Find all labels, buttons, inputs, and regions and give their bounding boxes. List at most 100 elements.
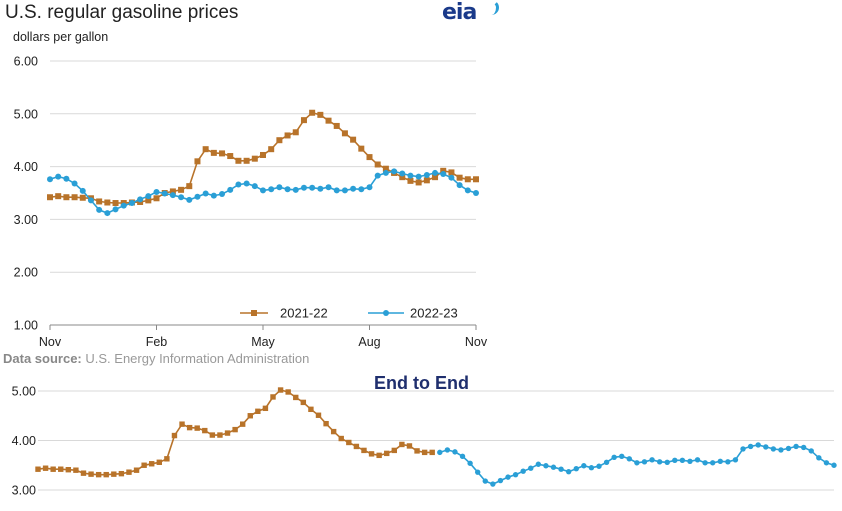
data-point bbox=[414, 448, 420, 454]
data-point bbox=[423, 172, 430, 179]
data-point bbox=[512, 471, 519, 478]
data-point bbox=[235, 157, 242, 164]
data-point bbox=[79, 194, 86, 201]
data-point bbox=[429, 449, 435, 456]
data-point bbox=[50, 466, 56, 472]
bottom-chart-series bbox=[35, 387, 837, 487]
data-point bbox=[251, 183, 258, 190]
data-point bbox=[309, 109, 316, 116]
data-point bbox=[740, 446, 746, 452]
data-point bbox=[702, 460, 708, 466]
data-point bbox=[482, 478, 488, 484]
data-point bbox=[384, 450, 390, 457]
legend-marker-2021-22 bbox=[251, 310, 257, 316]
data-point bbox=[141, 462, 147, 468]
data-point bbox=[270, 394, 276, 400]
data-point bbox=[358, 145, 365, 152]
data-point bbox=[490, 481, 496, 487]
data-point bbox=[473, 190, 479, 196]
data-point bbox=[210, 149, 217, 156]
data-point bbox=[268, 186, 275, 193]
data-point bbox=[366, 154, 373, 161]
data-point bbox=[550, 464, 557, 470]
data-point bbox=[382, 169, 389, 176]
data-point bbox=[573, 466, 579, 472]
data-point bbox=[415, 179, 422, 186]
data-point bbox=[300, 184, 307, 191]
data-point bbox=[63, 175, 70, 182]
series-line bbox=[37, 389, 433, 476]
data-point bbox=[58, 466, 64, 472]
logo-arc-icon bbox=[484, 0, 499, 15]
data-point bbox=[255, 408, 261, 414]
data-point bbox=[497, 477, 504, 484]
y-tick-label: 3.00 bbox=[14, 213, 38, 227]
data-point bbox=[808, 448, 814, 454]
data-point bbox=[293, 394, 299, 401]
data-point bbox=[268, 146, 275, 153]
data-point bbox=[186, 183, 193, 190]
source-label: Data source: bbox=[3, 351, 82, 366]
x-tick-label: May bbox=[251, 335, 275, 349]
data-point bbox=[284, 186, 291, 193]
data-point bbox=[732, 457, 739, 463]
data-point bbox=[315, 412, 322, 418]
data-point bbox=[558, 466, 564, 472]
data-point bbox=[145, 197, 152, 204]
data-point bbox=[800, 444, 807, 451]
data-point bbox=[73, 467, 79, 473]
x-tick-label: Nov bbox=[465, 335, 488, 349]
data-point bbox=[308, 406, 314, 413]
data-point bbox=[149, 461, 155, 467]
data-point bbox=[323, 420, 329, 427]
data-point bbox=[440, 170, 447, 177]
data-point bbox=[161, 190, 168, 197]
data-point bbox=[284, 132, 291, 139]
data-point bbox=[277, 387, 284, 393]
data-point bbox=[641, 459, 648, 465]
data-point bbox=[350, 185, 357, 192]
data-point bbox=[202, 427, 208, 434]
data-point bbox=[145, 193, 152, 200]
data-point bbox=[464, 176, 471, 183]
data-point bbox=[137, 196, 144, 203]
data-point bbox=[120, 202, 127, 209]
data-point bbox=[292, 129, 299, 136]
data-point bbox=[171, 432, 178, 439]
data-point bbox=[153, 188, 160, 195]
data-point bbox=[71, 194, 78, 201]
y-tick-label: 4.00 bbox=[12, 434, 36, 448]
data-point bbox=[407, 177, 414, 184]
x-tick-label: Feb bbox=[146, 335, 168, 349]
data-point bbox=[664, 459, 670, 465]
data-point bbox=[247, 413, 253, 419]
y-tick-label: 2.00 bbox=[14, 266, 38, 280]
data-point bbox=[391, 447, 398, 454]
data-point bbox=[350, 136, 357, 143]
data-point bbox=[239, 421, 246, 427]
data-point bbox=[816, 455, 822, 461]
series-2021-22 bbox=[35, 387, 435, 478]
data-point bbox=[459, 453, 466, 460]
data-point bbox=[317, 185, 324, 192]
data-point bbox=[520, 468, 526, 474]
data-point bbox=[79, 187, 86, 194]
data-point bbox=[679, 457, 686, 463]
data-point bbox=[366, 184, 373, 191]
data-point bbox=[423, 177, 430, 184]
data-point bbox=[251, 155, 258, 162]
data-point bbox=[104, 199, 111, 206]
data-point bbox=[543, 463, 549, 469]
data-point bbox=[717, 458, 723, 464]
data-point bbox=[103, 471, 109, 478]
data-point bbox=[407, 172, 414, 179]
data-point bbox=[603, 459, 610, 465]
data-point bbox=[276, 184, 283, 191]
data-source-note: Data source: U.S. Energy Information Adm… bbox=[3, 351, 309, 366]
data-point bbox=[456, 174, 463, 181]
data-point bbox=[785, 445, 792, 452]
data-point bbox=[444, 447, 451, 453]
data-point bbox=[778, 447, 784, 453]
data-point bbox=[276, 137, 283, 144]
data-point bbox=[194, 193, 201, 200]
